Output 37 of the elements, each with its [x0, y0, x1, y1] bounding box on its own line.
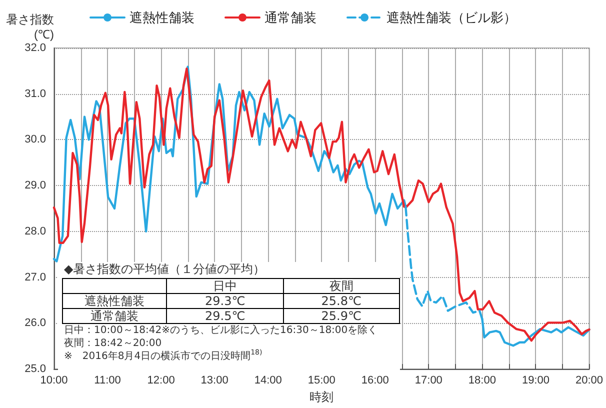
y-tick-label: 29.0 [24, 180, 46, 192]
legend-label: 遮熱性舗装 [130, 10, 194, 25]
annotation: 夜間 [283, 278, 400, 294]
y-tick-label: 26.0 [24, 317, 46, 330]
x-tick-label: 12:00 [147, 374, 175, 386]
x-tick-label: 13:00 [200, 374, 228, 386]
annotation: 29.5℃ [166, 308, 284, 324]
y-tick-label: 31.0 [24, 88, 46, 100]
annotation: 日中 [166, 278, 284, 294]
annotation: 25.8℃ [283, 294, 400, 308]
x-tick-label: 10:00 [40, 374, 68, 386]
x-tick-label: 14:00 [254, 374, 282, 386]
x-axis-title: 時刻 [310, 390, 334, 404]
y-tick-label: 30.0 [24, 134, 46, 146]
x-tick-label: 19:00 [522, 374, 550, 386]
legend-label: 遮熱性舗装（ビル影） [386, 10, 516, 25]
line-series [404, 206, 484, 320]
annotation: 29.3℃ [166, 294, 284, 308]
annotation: ◆暑さ指数の平均値（１分値の平均） [64, 262, 266, 276]
x-tick-label: 16:00 [361, 374, 389, 386]
annotation: 日中：10:00～18:42※のうち、ビル影に入った16:30～18:00を除く [64, 324, 379, 337]
x-tick-label: 17:00 [414, 374, 442, 386]
annotation: 25.9℃ [283, 308, 400, 324]
y-tick-label: 27.0 [24, 271, 46, 284]
x-tick-label: 11:00 [94, 374, 121, 386]
x-tick-label: 20:00 [575, 374, 603, 386]
annotation: 通常舗装 [62, 308, 167, 324]
y-tick-label: 32.0 [24, 42, 46, 54]
y-tick-label: 25.0 [24, 363, 46, 375]
annotation: 夜間：18:42～20:00 [64, 337, 163, 350]
y-axis-title: 暑さ指数 (℃) [6, 12, 54, 42]
legend-label: 通常舗装 [264, 10, 316, 25]
x-tick-label: 18:00 [468, 374, 496, 386]
x-tick-label: 15:00 [308, 374, 336, 386]
annotation: 遮熱性舗装 [62, 294, 167, 308]
y-tick-label: 28.0 [24, 225, 46, 238]
annotation: ※ 2016年8月4日の横浜市での日没時間$^{18)}$ [64, 348, 264, 363]
